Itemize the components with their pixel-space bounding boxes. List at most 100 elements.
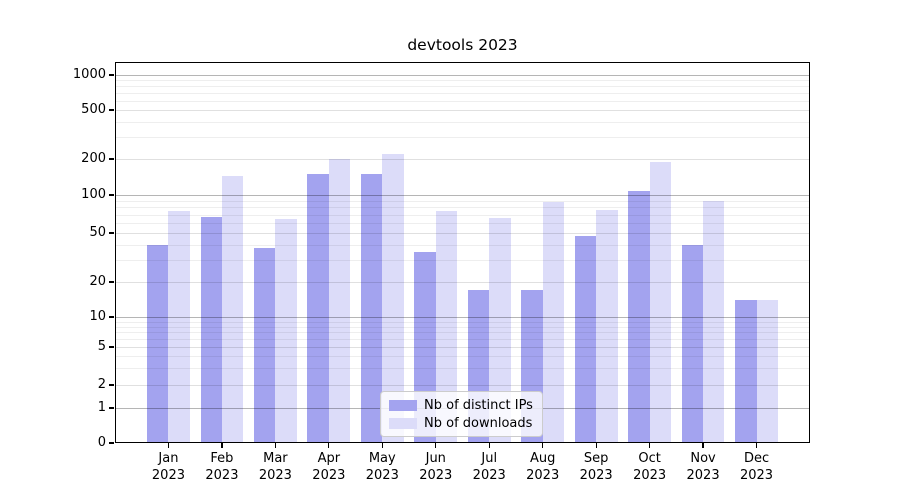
x-tick-label: Jan 2023 — [151, 451, 185, 483]
gridline — [115, 159, 810, 160]
gridline — [115, 326, 810, 328]
x-tick-label: Aug 2023 — [526, 451, 560, 483]
y-tick-label: 100 — [81, 187, 106, 202]
gridline — [115, 385, 810, 386]
y-tick-label: 500 — [81, 102, 106, 117]
bar-downloads-jan — [168, 210, 190, 443]
gridline — [115, 339, 810, 341]
x-tick-mark — [167, 443, 170, 448]
x-tick-label: Jul 2023 — [472, 451, 506, 483]
legend-swatch-distinct-ips — [389, 399, 417, 411]
bar-ips-jan — [147, 244, 169, 443]
bar-downloads-jun — [435, 210, 458, 443]
y-tick-label: 2 — [97, 377, 106, 392]
gridline — [115, 317, 810, 318]
x-tick-label: Dec 2023 — [739, 451, 774, 483]
x-tick-label: Mar 2023 — [258, 451, 292, 483]
x-tick-label: Jun 2023 — [419, 451, 453, 483]
x-tick-label: Nov 2023 — [686, 451, 720, 483]
x-tick-mark — [648, 443, 651, 448]
gridline — [115, 214, 810, 216]
bar-ips-sep — [574, 236, 597, 443]
gridline — [115, 86, 810, 88]
x-tick-label: Sep 2023 — [579, 451, 613, 483]
y-tick-label: 1 — [97, 400, 106, 415]
gridline — [115, 347, 810, 348]
bar-ips-nov — [681, 244, 704, 443]
y-tick-mark — [109, 281, 114, 283]
y-tick-mark — [109, 442, 114, 444]
gridline — [115, 195, 810, 196]
gridline — [115, 75, 810, 76]
gridline — [115, 121, 810, 123]
x-tick-mark — [381, 443, 383, 448]
x-tick-mark — [274, 443, 277, 448]
gridline — [115, 282, 810, 283]
x-tick-mark — [542, 443, 544, 448]
gridline — [115, 223, 810, 224]
x-tick-mark — [435, 443, 437, 448]
x-tick-label: Apr 2023 — [312, 451, 346, 483]
gridline — [115, 356, 810, 358]
y-tick-label: 5 — [97, 339, 106, 354]
x-tick-mark — [702, 443, 704, 448]
x-tick-label: Feb 2023 — [205, 451, 239, 483]
gridline — [115, 332, 810, 334]
y-tick-mark — [109, 346, 114, 348]
gridline — [115, 321, 810, 323]
x-tick-mark — [488, 443, 490, 448]
y-tick-mark — [109, 109, 114, 111]
x-tick-mark — [755, 443, 758, 448]
bar-downloads-apr — [328, 159, 351, 443]
y-tick-mark — [109, 232, 114, 234]
y-tick-mark — [109, 407, 114, 409]
y-tick-label: 200 — [81, 151, 106, 166]
gridline — [115, 80, 810, 82]
bar-downloads-jul — [489, 217, 511, 443]
x-tick-label: May 2023 — [365, 451, 399, 483]
bar-downloads-nov — [703, 200, 725, 443]
y-tick-label: 10 — [89, 309, 106, 324]
y-tick-mark — [109, 194, 114, 196]
grid-layer — [115, 62, 810, 443]
legend-label-distinct-ips: Nb of distinct IPs — [424, 397, 533, 413]
gridline — [115, 233, 810, 234]
bar-ips-dec — [735, 300, 757, 443]
gridline — [115, 200, 810, 202]
legend-label-downloads: Nb of downloads — [424, 415, 533, 431]
y-tick-mark — [109, 316, 114, 318]
bar-downloads-mar — [275, 218, 297, 443]
gridline — [115, 368, 810, 370]
legend-item-downloads: Nb of downloads — [389, 416, 542, 431]
x-tick-label: Oct 2023 — [633, 451, 667, 483]
gridline — [115, 93, 810, 94]
gridline — [115, 100, 810, 102]
bar-downloads-feb — [221, 175, 244, 443]
legend: Nb of distinct IPs Nb of downloads — [380, 391, 543, 437]
gridline — [115, 244, 810, 246]
y-tick-label: 0 — [97, 435, 106, 450]
bar-downloads-sep — [596, 210, 618, 443]
bar-ips-may — [360, 173, 383, 443]
x-tick-mark — [221, 443, 223, 448]
bar-downloads-aug — [542, 202, 565, 443]
y-tick-label: 1000 — [72, 67, 106, 82]
bar-downloads-oct — [649, 161, 671, 443]
y-tick-mark — [109, 384, 114, 386]
bar-downloads-may — [382, 153, 404, 443]
legend-item-distinct-ips: Nb of distinct IPs — [389, 398, 542, 413]
bar-ips-feb — [200, 216, 222, 443]
bar-ips-oct — [628, 191, 650, 443]
bar-ips-mar — [254, 247, 276, 443]
bar-downloads-dec — [756, 300, 778, 443]
chart-title: devtools 2023 — [407, 36, 518, 54]
y-tick-label: 20 — [89, 274, 106, 289]
y-tick-mark — [109, 74, 114, 76]
gridline — [115, 260, 810, 262]
gridline — [115, 110, 810, 111]
x-tick-mark — [328, 443, 330, 448]
gridline — [115, 137, 810, 139]
legend-swatch-downloads — [389, 417, 417, 429]
y-tick-label: 50 — [89, 225, 106, 240]
